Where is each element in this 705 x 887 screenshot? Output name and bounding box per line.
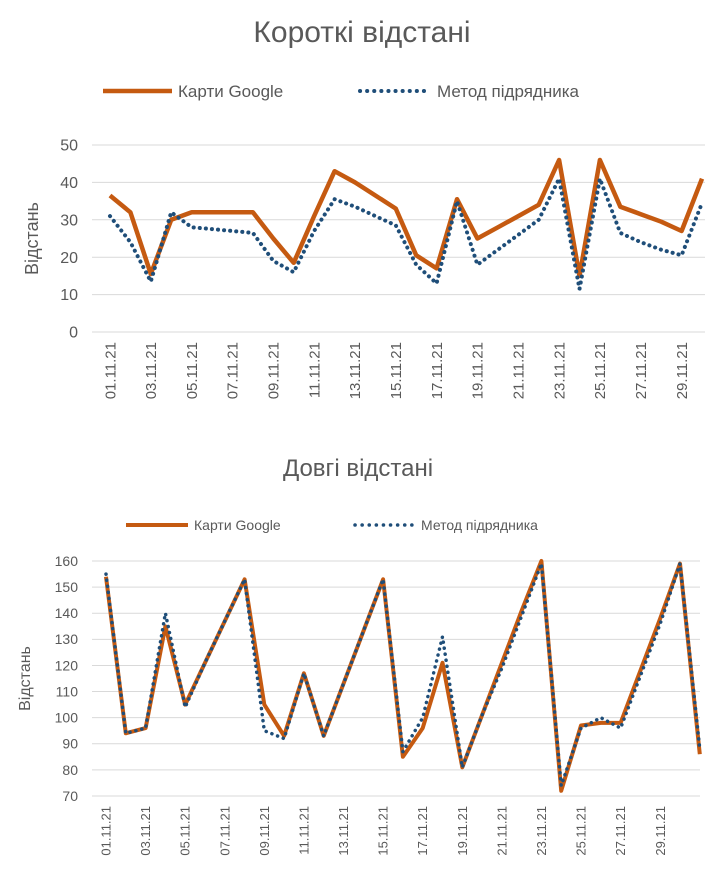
x-tick-label: 13.11.21 bbox=[347, 342, 364, 399]
x-tick-label: 07.11.21 bbox=[225, 342, 242, 399]
x-tick-label: 17.11.21 bbox=[429, 342, 446, 399]
series-line-google bbox=[104, 559, 702, 793]
chart-title: Довгі відстані bbox=[283, 455, 433, 482]
long-distance-chart: Довгі відстані Карти Google Метод підрядни… bbox=[17, 455, 702, 856]
legend-label-google: Карти Google bbox=[178, 82, 283, 101]
x-tick-label: 05.11.21 bbox=[184, 342, 201, 399]
y-tick-label: 0 bbox=[69, 325, 78, 342]
x-tick-label: 23.11.21 bbox=[551, 342, 568, 399]
x-tick-label: 17.11.21 bbox=[415, 806, 430, 856]
y-tick-label: 30 bbox=[60, 212, 78, 229]
legend-label-tutor: Метод підрядника bbox=[437, 82, 580, 101]
y-tick-label: 70 bbox=[62, 788, 78, 804]
x-tick-label: 19.11.21 bbox=[470, 342, 487, 399]
x-tick-label: 05.11.21 bbox=[178, 806, 193, 856]
y-tick-label: 100 bbox=[55, 710, 79, 726]
x-tick-label: 27.11.21 bbox=[613, 806, 628, 856]
x-tick-label: 19.11.21 bbox=[455, 806, 470, 856]
y-tick-label: 40 bbox=[60, 175, 78, 192]
x-tick-label: 15.11.21 bbox=[376, 806, 391, 856]
legend-label-tutor: Метод підрядника bbox=[421, 517, 538, 533]
y-tick-label: 120 bbox=[55, 657, 79, 673]
y-tick-label: 160 bbox=[55, 553, 79, 569]
x-tick-label: 03.11.21 bbox=[138, 806, 153, 856]
x-tick-label: 25.11.21 bbox=[574, 806, 589, 856]
x-tick-label: 11.11.21 bbox=[296, 806, 311, 855]
y-tick-label: 20 bbox=[60, 250, 78, 267]
series-line-tutor bbox=[104, 561, 702, 788]
x-tick-label: 25.11.21 bbox=[592, 342, 609, 399]
x-tick-label: 29.11.21 bbox=[674, 342, 691, 399]
x-tick-label: 11.11.21 bbox=[306, 342, 323, 398]
short-distance-chart: Короткі відстані Карти Google Метод підряд… bbox=[22, 16, 705, 399]
y-axis-label: Відстань bbox=[17, 646, 34, 711]
x-tick-label: 27.11.21 bbox=[633, 342, 650, 399]
y-axis-label: Відстань bbox=[22, 202, 42, 275]
x-tick-label: 21.11.21 bbox=[511, 342, 528, 399]
y-tick-label: 140 bbox=[55, 605, 79, 621]
x-tick-label: 01.11.21 bbox=[99, 806, 114, 856]
x-tick-label: 21.11.21 bbox=[494, 806, 509, 856]
x-tick-label: 09.11.21 bbox=[266, 342, 283, 399]
y-tick-label: 50 bbox=[60, 138, 78, 155]
series-line-google bbox=[108, 157, 705, 279]
y-tick-label: 150 bbox=[55, 579, 79, 595]
y-tick-label: 90 bbox=[62, 736, 78, 752]
x-tick-label: 15.11.21 bbox=[388, 342, 405, 399]
series-line-tutor bbox=[108, 176, 704, 291]
y-tick-label: 110 bbox=[56, 683, 79, 699]
y-tick-label: 130 bbox=[55, 631, 79, 647]
x-tick-label: 29.11.21 bbox=[653, 806, 668, 856]
y-tick-label: 80 bbox=[62, 762, 78, 778]
x-tick-label: 09.11.21 bbox=[257, 806, 272, 856]
x-tick-label: 23.11.21 bbox=[534, 806, 549, 856]
x-tick-label: 07.11.21 bbox=[217, 806, 232, 856]
x-tick-label: 03.11.21 bbox=[143, 342, 160, 399]
x-tick-label: 13.11.21 bbox=[336, 806, 351, 856]
chart-title: Короткі відстані bbox=[253, 16, 470, 49]
legend-label-google: Карти Google bbox=[194, 517, 281, 533]
x-tick-label: 01.11.21 bbox=[102, 342, 119, 399]
y-tick-label: 10 bbox=[60, 287, 78, 304]
